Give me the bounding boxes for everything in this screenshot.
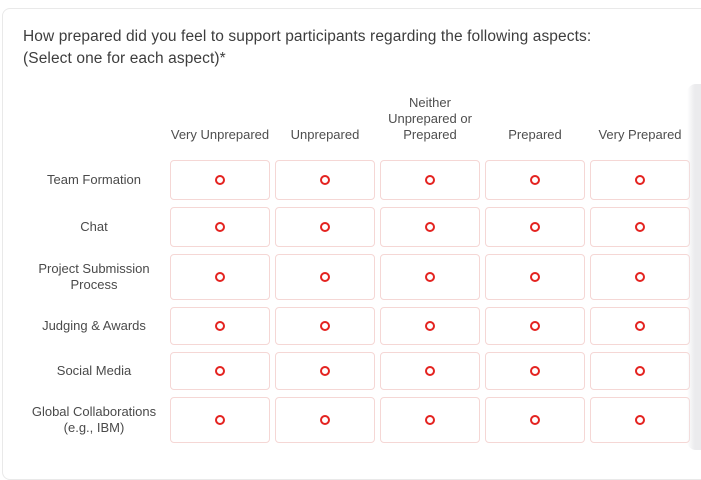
radio-button-icon[interactable] <box>425 415 435 425</box>
radio-cell[interactable] <box>275 207 375 247</box>
radio-button-icon[interactable] <box>530 222 540 232</box>
radio-cell[interactable] <box>170 397 270 443</box>
radio-cell[interactable] <box>590 397 690 443</box>
radio-button-icon[interactable] <box>215 222 225 232</box>
radio-cell[interactable] <box>380 254 480 300</box>
radio-cell[interactable] <box>485 160 585 200</box>
radio-button-icon[interactable] <box>425 175 435 185</box>
column-header-very-prepared: Very Prepared <box>598 127 682 142</box>
row-label-global-collaborations: Global Collaborations (e.g., IBM) <box>31 404 157 435</box>
row-label-team-formation: Team Formation <box>47 172 141 187</box>
radio-button-icon[interactable] <box>215 175 225 185</box>
radio-cell[interactable] <box>590 307 690 345</box>
radio-button-icon[interactable] <box>215 321 225 331</box>
question-title-line2: (Select one for each aspect)* <box>23 50 226 67</box>
radio-cell[interactable] <box>170 254 270 300</box>
radio-button-icon[interactable] <box>530 321 540 331</box>
radio-button-icon[interactable] <box>635 222 645 232</box>
radio-button-icon[interactable] <box>320 366 330 376</box>
radio-cell[interactable] <box>380 352 480 390</box>
radio-button-icon[interactable] <box>320 222 330 232</box>
column-header-neither: Neither Unprepared or Prepared <box>388 95 472 142</box>
radio-cell[interactable] <box>380 397 480 443</box>
radio-cell[interactable] <box>275 307 375 345</box>
column-header-very-unprepared: Very Unprepared <box>170 127 270 142</box>
radio-cell[interactable] <box>590 207 690 247</box>
column-header-unprepared: Unprepared <box>290 127 360 142</box>
radio-cell[interactable] <box>275 397 375 443</box>
radio-button-icon[interactable] <box>215 272 225 282</box>
radio-cell[interactable] <box>170 352 270 390</box>
radio-cell[interactable] <box>590 160 690 200</box>
radio-cell[interactable] <box>590 352 690 390</box>
radio-button-icon[interactable] <box>320 321 330 331</box>
radio-cell[interactable] <box>170 307 270 345</box>
question-title-line1: How prepared did you feel to support par… <box>23 28 592 45</box>
radio-button-icon[interactable] <box>425 222 435 232</box>
radio-cell[interactable] <box>170 207 270 247</box>
radio-cell[interactable] <box>275 160 375 200</box>
radio-button-icon[interactable] <box>425 321 435 331</box>
radio-button-icon[interactable] <box>215 415 225 425</box>
radio-button-icon[interactable] <box>530 415 540 425</box>
radio-button-icon[interactable] <box>320 272 330 282</box>
radio-button-icon[interactable] <box>635 175 645 185</box>
question-card: How prepared did you feel to support par… <box>2 8 701 480</box>
row-label-chat: Chat <box>80 219 108 234</box>
radio-button-icon[interactable] <box>530 366 540 376</box>
radio-cell[interactable] <box>485 307 585 345</box>
question-title: How prepared did you feel to support par… <box>23 26 673 70</box>
radio-cell[interactable] <box>485 352 585 390</box>
radio-button-icon[interactable] <box>425 272 435 282</box>
column-header-prepared: Prepared <box>508 127 562 142</box>
row-label-social-media: Social Media <box>56 363 132 378</box>
radio-cell[interactable] <box>380 207 480 247</box>
radio-button-icon[interactable] <box>320 175 330 185</box>
radio-button-icon[interactable] <box>635 321 645 331</box>
radio-button-icon[interactable] <box>215 366 225 376</box>
radio-cell[interactable] <box>485 207 585 247</box>
radio-button-icon[interactable] <box>320 415 330 425</box>
radio-cell[interactable] <box>170 160 270 200</box>
radio-cell[interactable] <box>485 397 585 443</box>
radio-cell[interactable] <box>485 254 585 300</box>
radio-button-icon[interactable] <box>635 272 645 282</box>
radio-cell[interactable] <box>275 352 375 390</box>
radio-button-icon[interactable] <box>425 366 435 376</box>
radio-cell[interactable] <box>275 254 375 300</box>
radio-cell[interactable] <box>590 254 690 300</box>
row-label-judging-awards: Judging & Awards <box>42 318 146 333</box>
radio-button-icon[interactable] <box>530 272 540 282</box>
radio-cell[interactable] <box>380 307 480 345</box>
matrix-grid: Very Unprepared Unprepared Neither Unpre… <box>23 91 690 443</box>
radio-button-icon[interactable] <box>635 366 645 376</box>
horizontal-scroll-hint[interactable] <box>687 84 701 450</box>
radio-button-icon[interactable] <box>530 175 540 185</box>
row-label-project-submission: Project Submission Process <box>38 261 150 292</box>
radio-button-icon[interactable] <box>635 415 645 425</box>
radio-cell[interactable] <box>380 160 480 200</box>
